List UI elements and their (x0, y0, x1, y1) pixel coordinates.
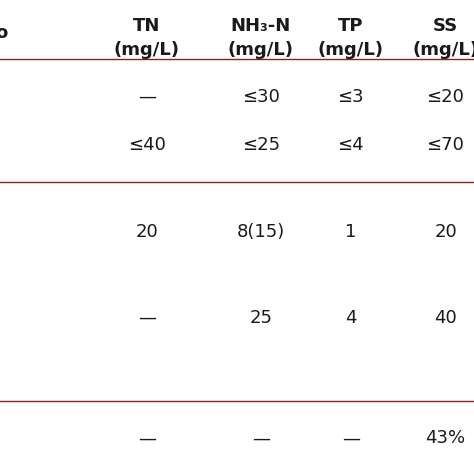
Text: ≤70: ≤70 (427, 136, 465, 154)
Text: —: — (138, 429, 156, 447)
Text: —: — (342, 429, 360, 447)
Text: 20: 20 (434, 223, 457, 241)
Text: 20: 20 (136, 223, 158, 241)
Text: —: — (138, 309, 156, 327)
Text: TN: TN (133, 17, 161, 35)
Text: (mg/L): (mg/L) (412, 41, 474, 59)
Text: —: — (138, 88, 156, 106)
Text: (mg/L): (mg/L) (114, 41, 180, 59)
Text: SS: SS (433, 17, 458, 35)
Text: ≤3: ≤3 (337, 88, 364, 106)
Text: (mg/L): (mg/L) (318, 41, 384, 59)
Text: (mg/L): (mg/L) (228, 41, 294, 59)
Text: 1: 1 (345, 223, 356, 241)
Text: ≤4: ≤4 (337, 136, 364, 154)
Text: TP: TP (338, 17, 364, 35)
Text: 40: 40 (434, 309, 457, 327)
Text: ≤30: ≤30 (242, 88, 280, 106)
Text: 4: 4 (345, 309, 356, 327)
Text: NH₃-N: NH₃-N (230, 17, 291, 35)
Text: ≤20: ≤20 (427, 88, 465, 106)
Text: o: o (0, 24, 8, 42)
Text: 8(15): 8(15) (237, 223, 285, 241)
Text: ≤25: ≤25 (242, 136, 280, 154)
Text: 43%: 43% (426, 429, 465, 447)
Text: 25: 25 (249, 309, 272, 327)
Text: —: — (252, 429, 270, 447)
Text: ≤40: ≤40 (128, 136, 166, 154)
